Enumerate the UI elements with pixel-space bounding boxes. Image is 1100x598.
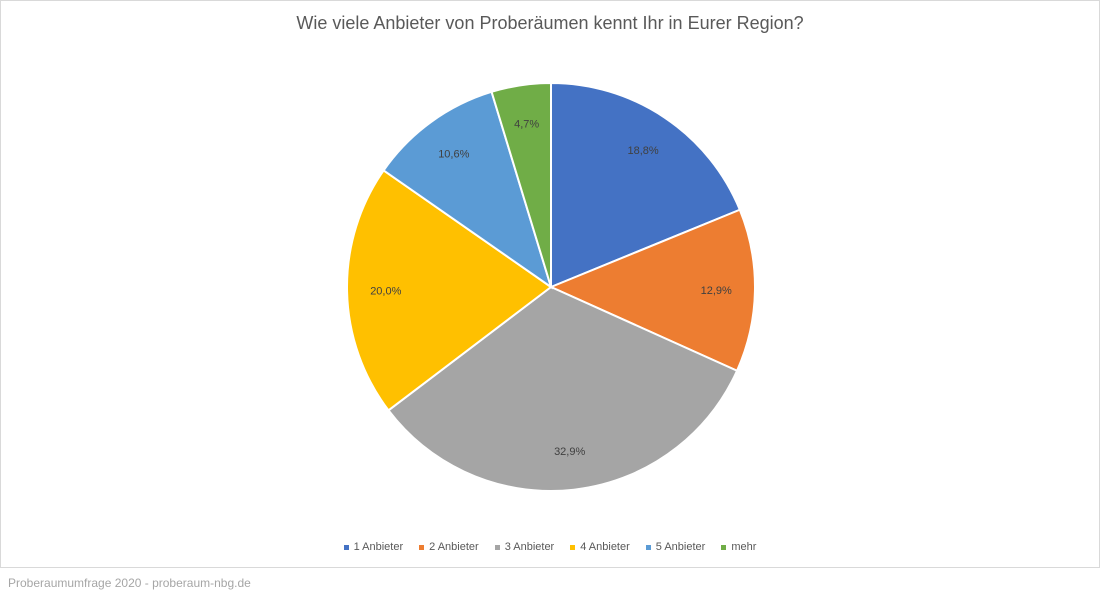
pie-slice-2 — [548, 208, 756, 373]
legend-swatch-3 — [494, 544, 500, 550]
pie-chart: 18,8% 12,9% 32,9% 20,0% 10,6% 4,7% — [346, 81, 756, 493]
pie-slice-3 — [387, 285, 739, 493]
data-label-2: 12,9% — [701, 285, 732, 297]
pie-slice-5 — [382, 90, 553, 290]
data-label-4: 20,0% — [370, 285, 401, 297]
pie-slice-4 — [346, 168, 553, 412]
legend-item-5: 5 Anbieter — [645, 541, 706, 553]
pie-slice-6 — [490, 81, 552, 288]
chart-title: Wie viele Anbieter von Proberäumen kennt… — [296, 13, 804, 33]
legend-label-3: 3 Anbieter — [504, 541, 555, 553]
legend-item-1: 1 Anbieter — [343, 541, 404, 553]
legend-swatch-4 — [570, 544, 576, 550]
legend-label-4: 4 Anbieter — [580, 541, 630, 553]
legend-label-5: 5 Anbieter — [655, 541, 706, 553]
data-label-1: 18,8% — [627, 145, 658, 157]
legend-label-2: 2 Anbieter — [429, 541, 479, 553]
legend-label-1: 1 Anbieter — [353, 541, 404, 553]
footer-text: Proberaumumfrage 2020 - proberaum-nbg.de — [8, 576, 251, 590]
pie-slice-1 — [550, 81, 742, 289]
legend-swatch-5 — [645, 544, 651, 550]
legend-swatch-2 — [419, 544, 425, 550]
legend-label-6: mehr — [731, 541, 757, 553]
legend-item-4: 4 Anbieter — [570, 541, 630, 553]
legend-swatch-1 — [343, 544, 349, 550]
chart-legend: 1 Anbieter 2 Anbieter 3 Anbieter 4 Anbieter… — [1, 541, 1099, 553]
chart-area: Wie viele Anbieter von Proberäumen kennt… — [0, 0, 1100, 568]
legend-item-2: 2 Anbieter — [419, 541, 479, 553]
legend-item-6: mehr — [721, 541, 756, 553]
data-label-5: 10,6% — [438, 148, 469, 160]
data-label-6: 4,7% — [514, 119, 539, 131]
legend-swatch-6 — [721, 544, 727, 550]
legend-item-3: 3 Anbieter — [494, 541, 555, 553]
data-label-3: 32,9% — [554, 446, 585, 458]
